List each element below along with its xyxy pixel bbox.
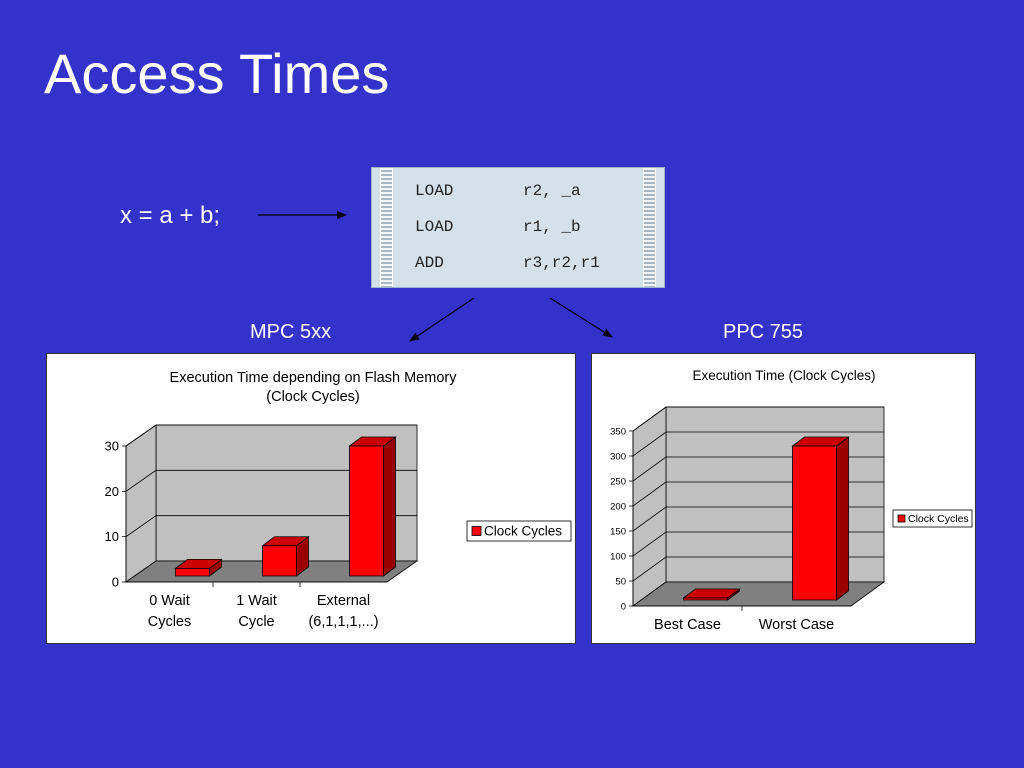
y-tick-label: 200 [610, 501, 626, 512]
code-line: ADD r3,r2,r1 [415, 254, 645, 272]
y-tick-label: 20 [105, 484, 119, 499]
bar [792, 445, 837, 601]
expression-text: x = a + b; [120, 202, 221, 229]
y-tick-label: 300 [610, 451, 626, 462]
right-perforation [643, 168, 656, 287]
gridline [125, 469, 417, 492]
mpc-chart-panel: Execution Time depending on Flash Memory… [46, 353, 576, 644]
x-tick-label: Cycle [238, 614, 274, 630]
left-perforation [380, 168, 393, 287]
slide-title: Access Times [44, 42, 390, 105]
ppc-arrow [549, 297, 613, 338]
legend-swatch [471, 526, 482, 536]
code-args: r3,r2,r1 [523, 254, 600, 272]
y-tick-label: 50 [615, 576, 626, 587]
x-tick-label: Best Case [654, 617, 721, 633]
code-op: ADD [415, 254, 444, 272]
y-tick-label: 350 [610, 426, 626, 437]
code-line: LOAD r1, _b [415, 218, 645, 236]
y-tick-label: 100 [610, 551, 626, 562]
chart-title: (Clock Cycles) [266, 389, 359, 405]
chart-side-wall [125, 424, 157, 583]
chart-title: Execution Time (Clock Cycles) [692, 368, 875, 383]
bar [175, 567, 210, 577]
x-tick-label: Cycles [148, 614, 192, 630]
assembly-code-box: LOAD r2, _a LOAD r1, _b ADD r3,r2,r1 [371, 167, 665, 288]
y-tick-label: 0 [621, 601, 626, 612]
code-op: LOAD [415, 218, 454, 236]
y-tick-label: 0 [112, 575, 119, 590]
chart-side-wall [632, 406, 667, 607]
y-tick-label: 30 [105, 439, 119, 454]
bar [683, 597, 728, 601]
legend-swatch [897, 514, 906, 523]
legend-label: Clock Cycles [484, 524, 562, 539]
y-tick-label: 150 [610, 526, 626, 537]
code-args: r2, _a [523, 182, 581, 200]
legend-box [466, 520, 572, 542]
bar [262, 545, 297, 577]
y-tick-label: 10 [105, 529, 119, 544]
x-tick-label: 1 Wait [236, 593, 277, 609]
legend-box [892, 509, 973, 528]
code-args: r1, _b [523, 218, 581, 236]
ppc-label: PPC 755 [723, 321, 804, 343]
bar [349, 445, 384, 577]
x-tick-label: 0 Wait [149, 593, 190, 609]
chart-back-wall [665, 406, 885, 583]
gridline [632, 406, 884, 432]
gridline [125, 515, 417, 537]
bar-side [383, 436, 396, 577]
code-line: LOAD r2, _a [415, 182, 645, 200]
chart-title: Execution Time depending on Flash Memory [170, 370, 458, 386]
mpc-label: MPC 5xx [250, 321, 332, 343]
mpc-chart: Execution Time depending on Flash Memory… [105, 370, 572, 630]
gridline [125, 424, 417, 447]
x-tick-label: Worst Case [759, 617, 834, 633]
x-tick-label: External [317, 593, 370, 609]
bar-side [836, 436, 849, 601]
y-tick-label: 250 [610, 476, 626, 487]
mpc-arrow [409, 297, 475, 342]
x-tick-label: (6,1,1,1,...) [308, 614, 378, 630]
ppc-chart-panel: Execution Time (Clock Cycles) 0 50 100 150 20… [591, 353, 976, 644]
ppc-chart: Execution Time (Clock Cycles) 0 50 100 150 20… [610, 368, 973, 633]
gridline [632, 431, 884, 457]
code-op: LOAD [415, 182, 454, 200]
legend-label: Clock Cycles [908, 513, 969, 525]
